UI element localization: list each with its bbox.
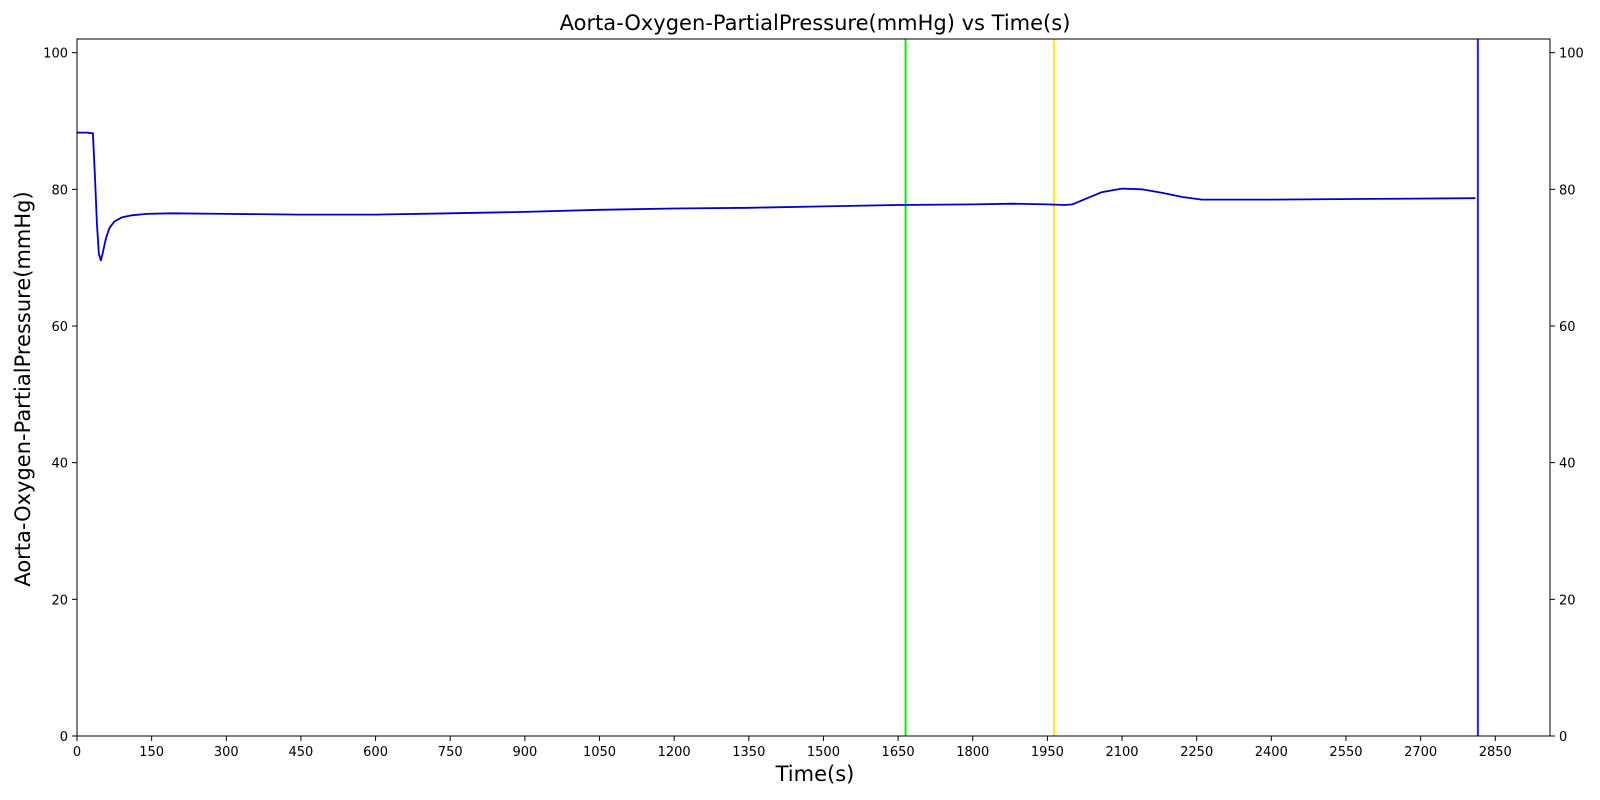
x-tick-label: 2550	[1329, 745, 1362, 760]
x-tick-label: 2850	[1479, 745, 1512, 760]
y-axis-label: Aorta-Oxygen-PartialPressure(mmHg)	[11, 191, 35, 586]
x-tick-label: 1650	[882, 745, 915, 760]
series-line-1	[77, 131, 1476, 262]
y-tick-label: 20	[51, 593, 68, 608]
x-tick-label: 600	[363, 745, 388, 760]
x-tick-label: 2400	[1255, 745, 1288, 760]
chart-title: Aorta-Oxygen-PartialPressure(mmHg) vs Ti…	[560, 11, 1071, 35]
y-tick-label: 60	[51, 320, 68, 335]
plot-frame	[76, 38, 1551, 737]
right-y-tick-label: 80	[1559, 183, 1576, 198]
y-tick-label: 40	[51, 457, 68, 472]
right-y-tick-label: 100	[1559, 47, 1584, 62]
x-tick-label: 2250	[1180, 745, 1213, 760]
x-tick-label: 1200	[658, 745, 691, 760]
x-tick-label: 300	[214, 745, 239, 760]
x-tick-label: 450	[289, 745, 314, 760]
right-y-tick-label: 40	[1559, 457, 1576, 472]
x-tick-label: 1050	[583, 745, 616, 760]
x-tick-label: 900	[512, 745, 537, 760]
right-y-tick-label: 60	[1559, 320, 1576, 335]
x-tick-label: 1950	[1031, 745, 1064, 760]
x-tick-label: 2100	[1105, 745, 1138, 760]
x-tick-label: 2700	[1404, 745, 1437, 760]
y-tick-label: 80	[51, 183, 68, 198]
x-tick-label: 150	[139, 745, 164, 760]
x-tick-label: 750	[438, 745, 463, 760]
x-tick-label: 1500	[807, 745, 840, 760]
right-y-tick-label: 0	[1559, 730, 1567, 745]
x-tick-label: 1350	[732, 745, 765, 760]
x-tick-label: 0	[73, 745, 81, 760]
y-tick-label: 0	[60, 730, 68, 745]
x-tick-label: 1800	[956, 745, 989, 760]
plot-area: 0 150 300 450 600 750 900 1050 1200 1350 1500 1650 1…	[43, 38, 1584, 760]
x-axis-label: Time(s)	[775, 762, 855, 786]
right-y-tick-label: 20	[1559, 593, 1576, 608]
y-tick-label: 100	[43, 47, 68, 62]
